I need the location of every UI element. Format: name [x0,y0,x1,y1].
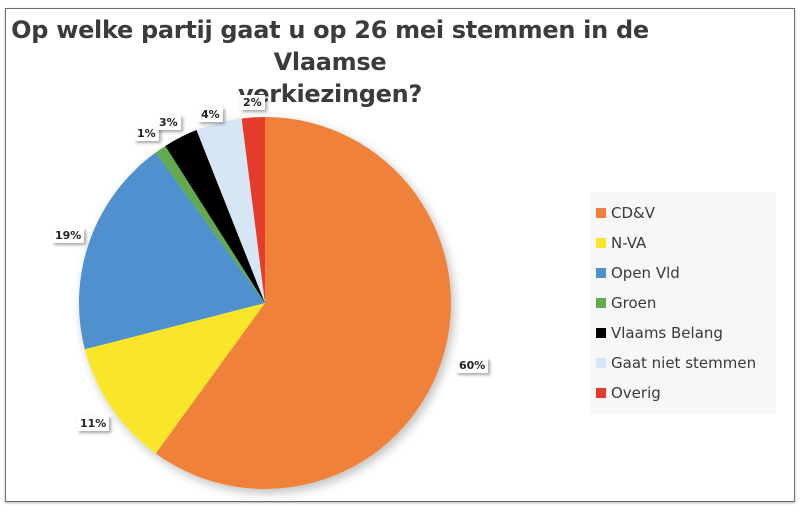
pie-slices [78,117,451,490]
pie-slice-vlaams-belang [165,130,265,303]
pie-slice-open-vld [78,152,265,350]
legend-swatch [596,328,606,338]
pie-slice-overig [241,117,265,303]
data-label: 60% [456,358,489,373]
legend-swatch [596,358,606,368]
pie-slice-n-va [84,303,265,454]
legend-swatch [596,298,606,308]
chart-title-line-2: verkiezingen? [237,80,423,108]
legend-label: Open Vld [611,264,680,282]
pie-slice-gaat-niet-stemmen [196,118,265,303]
chart-title: Op welke partij gaat u op 26 mei stemmen… [0,14,660,110]
legend-label: Vlaams Belang [611,324,723,342]
data-label: 11% [77,416,110,431]
data-label: 19% [52,228,85,243]
data-label: 1% [134,126,159,141]
legend-swatch [596,238,606,248]
legend-label: Groen [611,294,657,312]
legend: CD&V N-VA Open Vld Groen Vlaams Belang G… [590,192,776,414]
legend-item-open-vld: Open Vld [596,258,776,288]
legend-label: Overig [611,384,661,402]
legend-item-groen: Groen [596,288,776,318]
pie-slice-cd-v [155,117,451,490]
pie-slice-groen [155,145,265,303]
chart-title-line-1: Op welke partij gaat u op 26 mei stemmen… [11,16,649,76]
legend-swatch [596,388,606,398]
legend-item-overig: Overig [596,378,776,408]
legend-swatch [596,268,606,278]
data-label: 4% [198,107,223,122]
legend-item-cdv: CD&V [596,198,776,228]
legend-label: Gaat niet stemmen [611,354,757,372]
data-label: 3% [156,115,181,130]
legend-label: CD&V [611,204,655,222]
data-label: 2% [240,95,265,110]
legend-item-vlaams-belang: Vlaams Belang [596,318,776,348]
legend-label: N-VA [611,234,647,252]
legend-item-nva: N-VA [596,228,776,258]
legend-item-gaat-niet-stemmen: Gaat niet stemmen [596,348,776,378]
legend-swatch [596,208,606,218]
